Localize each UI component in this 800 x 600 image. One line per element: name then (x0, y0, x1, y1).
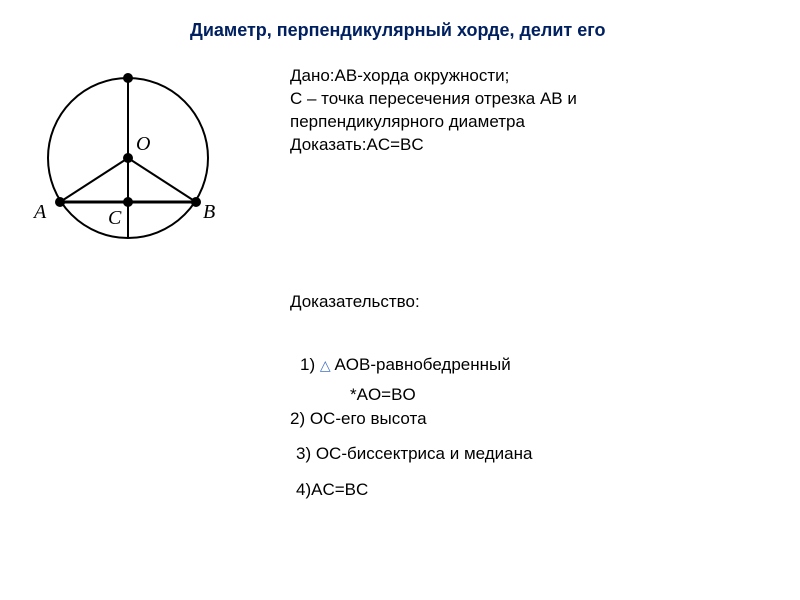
given-block: Дано:AB-хорда окружности; С – точка пере… (290, 65, 577, 157)
step1-num: 1) (300, 355, 315, 374)
page-title: Диаметр, перпендикулярный хорде, делит е… (190, 20, 606, 41)
label-a: A (32, 201, 47, 223)
circle-svg: O A B C (30, 60, 230, 260)
given-line4: Доказать:AC=BC (290, 134, 577, 157)
point-b (191, 197, 201, 207)
radius-ob (128, 158, 196, 202)
given-line1: Дано:AB-хорда окружности; (290, 65, 577, 88)
circle-diagram: O A B C (30, 60, 230, 265)
proof-step-4: 4)AC=BC (296, 480, 368, 500)
given-line2: С – точка пересечения отрезка AB и (290, 88, 577, 111)
point-a (55, 197, 65, 207)
proof-step-3: 3) ОС-биссектриса и медиана (296, 444, 532, 464)
step1-text: AOB-равнобедренный (334, 355, 510, 374)
proof-step-1a: *AO=BO (350, 385, 416, 405)
given-line3: перпендикулярного диаметра (290, 111, 577, 134)
point-c (123, 197, 133, 207)
triangle-icon: △ (320, 357, 331, 373)
label-b: B (203, 201, 215, 223)
proof-step-1: 1) △ AOB-равнобедренный (300, 355, 511, 375)
proof-step-2: 2) ОС-его высота (290, 409, 427, 429)
label-o: O (136, 133, 150, 155)
point-o (123, 153, 133, 163)
label-c: C (108, 207, 122, 229)
proof-label: Доказательство: (290, 292, 420, 312)
point-top (123, 73, 133, 83)
radius-oa (60, 158, 128, 202)
